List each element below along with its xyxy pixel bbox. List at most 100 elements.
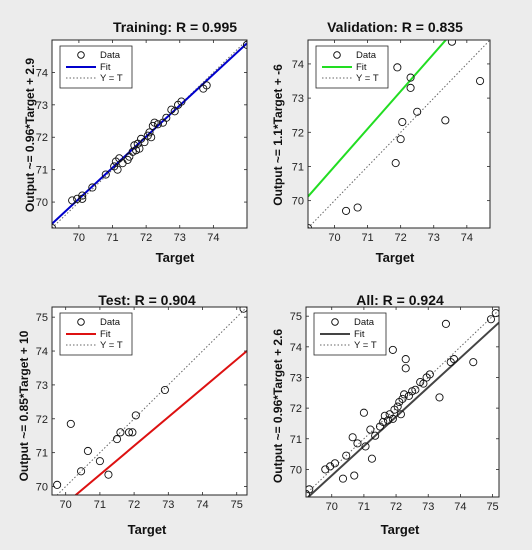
data-point bbox=[78, 194, 87, 203]
data-point bbox=[469, 358, 478, 367]
y-axis-label: Output ~= 0.96*Target + 2.9 bbox=[23, 58, 37, 212]
x-tick-label: 70 bbox=[73, 232, 85, 244]
y-tick-label: 71 bbox=[36, 165, 48, 177]
data-point bbox=[411, 385, 420, 394]
data-point bbox=[491, 309, 499, 318]
legend-label-fit: Fit bbox=[356, 62, 367, 73]
data-point bbox=[140, 138, 149, 147]
y-tick-label: 73 bbox=[36, 100, 48, 112]
plot-content bbox=[52, 40, 247, 228]
legend-data-marker bbox=[77, 318, 85, 326]
y-tick-label: 74 bbox=[292, 59, 304, 71]
legend-label-fit: Fit bbox=[100, 62, 111, 73]
legend-label-identity: Y = T bbox=[100, 340, 123, 351]
x-tick-label: 72 bbox=[390, 501, 402, 513]
legend: Data Fit Y = T bbox=[59, 45, 133, 89]
data-point bbox=[353, 203, 362, 212]
data-point bbox=[441, 319, 450, 328]
y-tick-label: 74 bbox=[290, 342, 302, 354]
data-point bbox=[53, 480, 62, 489]
identity-line bbox=[56, 307, 247, 495]
y-tick-label: 72 bbox=[36, 414, 48, 426]
legend-label-data: Data bbox=[356, 50, 377, 61]
data-point bbox=[113, 165, 122, 174]
legend-label-identity: Y = T bbox=[356, 73, 379, 84]
data-point bbox=[425, 370, 434, 379]
data-point bbox=[177, 97, 186, 106]
y-tick-label: 74 bbox=[36, 67, 48, 79]
data-point bbox=[77, 467, 86, 476]
data-point bbox=[401, 364, 410, 373]
x-tick-label: 72 bbox=[128, 499, 140, 511]
data-point bbox=[419, 379, 428, 388]
data-point bbox=[398, 117, 407, 127]
fit-line bbox=[52, 42, 247, 225]
legend-label-identity: Y = T bbox=[100, 73, 123, 84]
y-tick-label: 73 bbox=[292, 93, 304, 105]
legend-label-data: Data bbox=[100, 317, 121, 328]
data-point bbox=[406, 73, 415, 82]
data-point bbox=[78, 191, 87, 200]
y-tick-label: 70 bbox=[36, 197, 48, 209]
data-point bbox=[116, 428, 125, 437]
data-point bbox=[441, 116, 450, 125]
y-tick-label: 74 bbox=[36, 346, 48, 358]
x-tick-label: 71 bbox=[361, 232, 373, 244]
y-tick-label: 70 bbox=[292, 196, 304, 208]
legend: Data Fit Y = T bbox=[315, 45, 389, 89]
x-tick-label: 74 bbox=[196, 499, 208, 511]
x-tick-label: 75 bbox=[486, 501, 498, 513]
data-point bbox=[306, 485, 314, 494]
panel-title: Validation: R = 0.835 bbox=[327, 19, 463, 35]
x-tick-label: 75 bbox=[231, 499, 243, 511]
data-point bbox=[330, 459, 340, 468]
data-point bbox=[348, 433, 357, 442]
data-point bbox=[447, 40, 456, 46]
x-tick-label: 73 bbox=[422, 501, 434, 513]
data-point bbox=[391, 159, 400, 168]
axes-frame bbox=[305, 306, 500, 498]
plot-marks: 70 71 72 73 74 75 70 71 72 73 74 75 bbox=[290, 307, 499, 513]
legend-label-fit: Fit bbox=[100, 329, 111, 340]
legend-label-data: Data bbox=[354, 317, 375, 328]
data-point bbox=[388, 414, 397, 423]
axes-frame bbox=[307, 39, 491, 229]
y-tick-label: 72 bbox=[292, 127, 304, 139]
y-tick-label: 70 bbox=[290, 464, 302, 476]
data-point bbox=[306, 489, 311, 497]
data-point bbox=[162, 113, 171, 122]
data-point bbox=[371, 431, 380, 440]
panel-title: Test: R = 0.904 bbox=[98, 292, 196, 308]
data-point bbox=[342, 206, 351, 215]
data-point bbox=[350, 471, 359, 480]
x-tick-label: 74 bbox=[461, 232, 473, 244]
data-point bbox=[398, 394, 407, 403]
data-point bbox=[338, 474, 348, 483]
data-point bbox=[413, 107, 422, 116]
data-point bbox=[131, 411, 140, 420]
panel-all: All: R = 0.924 Target Output ~= 0.96*Tar… bbox=[271, 292, 500, 537]
x-tick-label: 73 bbox=[428, 232, 440, 244]
data-point bbox=[359, 408, 368, 417]
axes-frame bbox=[51, 306, 248, 496]
axes-frame bbox=[51, 39, 248, 229]
legend-label-fit: Fit bbox=[354, 329, 365, 340]
legend-label-data: Data bbox=[100, 50, 121, 61]
data-point bbox=[400, 390, 409, 399]
y-axis-label: Output ~= 0.96*Target + 2.6 bbox=[271, 329, 285, 483]
x-axis-label: Target bbox=[381, 522, 420, 537]
y-tick-label: 71 bbox=[292, 161, 304, 173]
panel-test: Test: R = 0.904 Target Output ~= 0.85*Ta… bbox=[17, 292, 248, 537]
plot-content bbox=[306, 309, 499, 497]
panel-training: Training: R = 0.995 Target Output ~= 0.9… bbox=[23, 19, 248, 265]
x-tick-label: 73 bbox=[162, 499, 174, 511]
data-point bbox=[147, 133, 156, 142]
data-point bbox=[435, 393, 444, 402]
y-tick-label: 75 bbox=[36, 312, 48, 324]
x-tick-label: 74 bbox=[207, 232, 219, 244]
data-point bbox=[366, 425, 375, 434]
legend: Data Fit Y = T bbox=[59, 312, 133, 356]
plot-marks: 70 71 72 73 74 75 70 71 72 73 74 75 bbox=[36, 307, 247, 511]
panel-title: Training: R = 0.995 bbox=[113, 19, 237, 35]
